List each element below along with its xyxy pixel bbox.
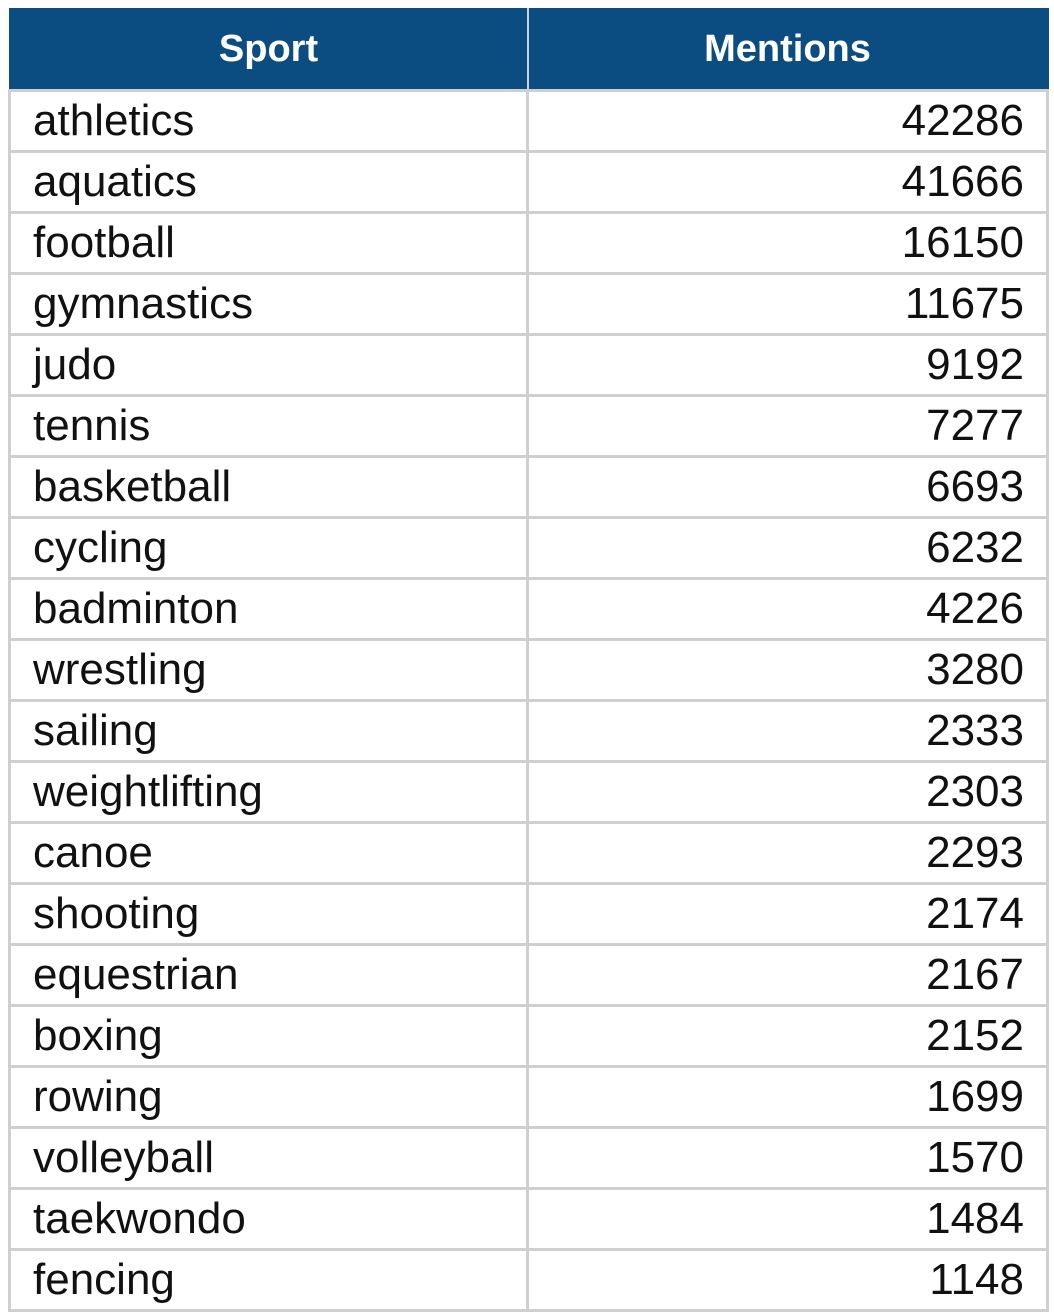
table-row: aquatics 41666 bbox=[8, 149, 1049, 214]
table-row: badminton 4226 bbox=[8, 576, 1049, 641]
mentions-cell: 1148 bbox=[526, 1247, 1049, 1312]
mentions-table-container: Sport Mentions athletics 42286 aquatics 416… bbox=[8, 8, 1049, 1312]
table-row: athletics 42286 bbox=[8, 88, 1049, 153]
column-header-mentions: Mentions bbox=[526, 8, 1049, 91]
mentions-cell: 2167 bbox=[526, 942, 1049, 1007]
sport-cell: canoe bbox=[8, 820, 529, 885]
sport-cell: athletics bbox=[8, 88, 529, 153]
mentions-cell: 41666 bbox=[526, 149, 1049, 214]
mentions-cell: 1699 bbox=[526, 1064, 1049, 1129]
table-row: equestrian 2167 bbox=[8, 942, 1049, 1007]
mentions-cell: 2333 bbox=[526, 698, 1049, 763]
table-row: sailing 2333 bbox=[8, 698, 1049, 763]
table-row: taekwondo 1484 bbox=[8, 1186, 1049, 1251]
table-header: Sport Mentions bbox=[8, 8, 1049, 91]
mentions-cell: 1484 bbox=[526, 1186, 1049, 1251]
sport-cell: wrestling bbox=[8, 637, 529, 702]
table-row: basketball 6693 bbox=[8, 454, 1049, 519]
sport-cell: judo bbox=[8, 332, 529, 397]
sport-cell: rowing bbox=[8, 1064, 529, 1129]
table-row: tennis 7277 bbox=[8, 393, 1049, 458]
table-body: athletics 42286 aquatics 41666 football 16150… bbox=[8, 88, 1049, 1312]
sport-cell: weightlifting bbox=[8, 759, 529, 824]
table-row: cycling 6232 bbox=[8, 515, 1049, 580]
table-row: volleyball 1570 bbox=[8, 1125, 1049, 1190]
mentions-cell: 3280 bbox=[526, 637, 1049, 702]
mentions-cell: 16150 bbox=[526, 210, 1049, 275]
table-row: fencing 1148 bbox=[8, 1247, 1049, 1312]
mentions-cell: 6693 bbox=[526, 454, 1049, 519]
sport-cell: fencing bbox=[8, 1247, 529, 1312]
table-row: boxing 2152 bbox=[8, 1003, 1049, 1068]
mentions-cell: 4226 bbox=[526, 576, 1049, 641]
column-header-sport: Sport bbox=[8, 8, 529, 91]
sport-cell: sailing bbox=[8, 698, 529, 763]
header-row: Sport Mentions bbox=[8, 8, 1049, 91]
sport-cell: boxing bbox=[8, 1003, 529, 1068]
table-row: judo 9192 bbox=[8, 332, 1049, 397]
table-row: canoe 2293 bbox=[8, 820, 1049, 885]
sport-cell: cycling bbox=[8, 515, 529, 580]
sport-cell: tennis bbox=[8, 393, 529, 458]
mentions-cell: 6232 bbox=[526, 515, 1049, 580]
mentions-cell: 11675 bbox=[526, 271, 1049, 336]
sport-cell: taekwondo bbox=[8, 1186, 529, 1251]
mentions-cell: 42286 bbox=[526, 88, 1049, 153]
mentions-cell: 2152 bbox=[526, 1003, 1049, 1068]
sport-cell: gymnastics bbox=[8, 271, 529, 336]
sport-cell: aquatics bbox=[8, 149, 529, 214]
mentions-cell: 1570 bbox=[526, 1125, 1049, 1190]
sport-cell: football bbox=[8, 210, 529, 275]
table-row: rowing 1699 bbox=[8, 1064, 1049, 1129]
table-row: wrestling 3280 bbox=[8, 637, 1049, 702]
table-row: weightlifting 2303 bbox=[8, 759, 1049, 824]
mentions-table: Sport Mentions athletics 42286 aquatics 416… bbox=[8, 8, 1049, 1312]
mentions-cell: 7277 bbox=[526, 393, 1049, 458]
sport-cell: equestrian bbox=[8, 942, 529, 1007]
sport-cell: shooting bbox=[8, 881, 529, 946]
mentions-cell: 9192 bbox=[526, 332, 1049, 397]
mentions-cell: 2293 bbox=[526, 820, 1049, 885]
sport-cell: basketball bbox=[8, 454, 529, 519]
sport-cell: badminton bbox=[8, 576, 529, 641]
table-row: football 16150 bbox=[8, 210, 1049, 275]
mentions-cell: 2303 bbox=[526, 759, 1049, 824]
table-row: gymnastics 11675 bbox=[8, 271, 1049, 336]
table-row: shooting 2174 bbox=[8, 881, 1049, 946]
mentions-cell: 2174 bbox=[526, 881, 1049, 946]
sport-cell: volleyball bbox=[8, 1125, 529, 1190]
